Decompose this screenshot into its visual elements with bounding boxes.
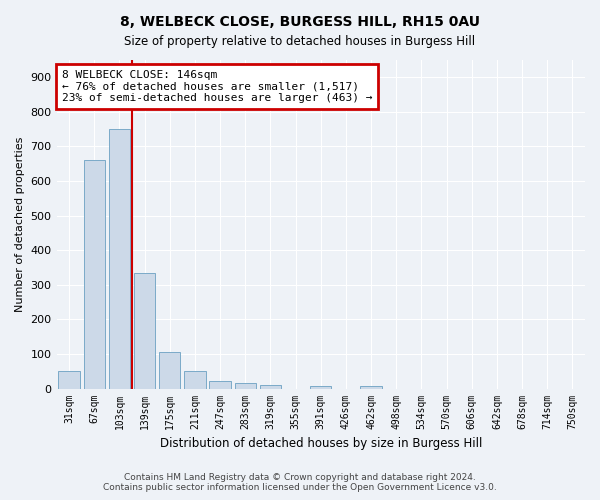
Text: Size of property relative to detached houses in Burgess Hill: Size of property relative to detached ho… bbox=[124, 35, 476, 48]
Text: 8, WELBECK CLOSE, BURGESS HILL, RH15 0AU: 8, WELBECK CLOSE, BURGESS HILL, RH15 0AU bbox=[120, 15, 480, 29]
Bar bbox=[184, 372, 206, 388]
Bar bbox=[260, 385, 281, 388]
Bar bbox=[58, 372, 80, 388]
Bar bbox=[310, 386, 331, 388]
Bar bbox=[209, 381, 231, 388]
Text: 8 WELBECK CLOSE: 146sqm
← 76% of detached houses are smaller (1,517)
23% of semi: 8 WELBECK CLOSE: 146sqm ← 76% of detache… bbox=[62, 70, 373, 103]
Bar bbox=[83, 160, 105, 388]
Bar bbox=[235, 383, 256, 388]
Text: Contains HM Land Registry data © Crown copyright and database right 2024.
Contai: Contains HM Land Registry data © Crown c… bbox=[103, 473, 497, 492]
Bar bbox=[134, 272, 155, 388]
Bar bbox=[361, 386, 382, 388]
Bar bbox=[159, 352, 181, 389]
Bar bbox=[109, 129, 130, 388]
Y-axis label: Number of detached properties: Number of detached properties bbox=[15, 136, 25, 312]
X-axis label: Distribution of detached houses by size in Burgess Hill: Distribution of detached houses by size … bbox=[160, 437, 482, 450]
